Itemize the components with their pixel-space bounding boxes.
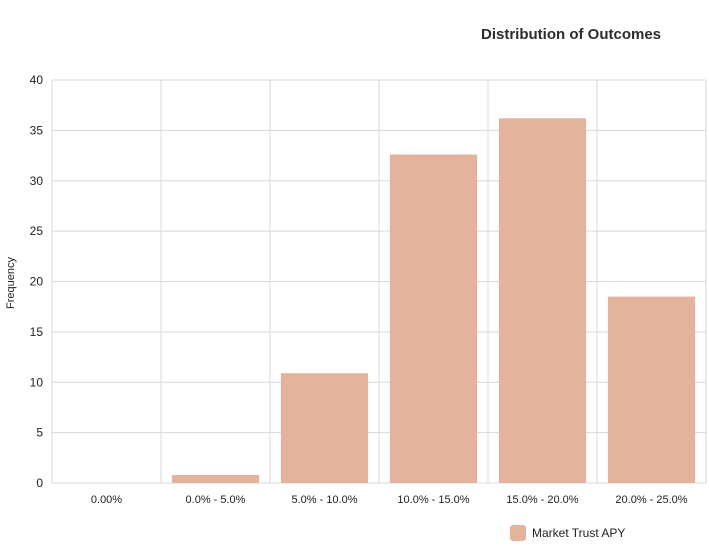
y-tick-label: 15 — [30, 325, 44, 339]
bar[interactable] — [171, 474, 260, 483]
y-tick-label: 40 — [30, 73, 44, 87]
y-axis-label: Frequency — [5, 257, 17, 309]
x-tick-label: 15.0% - 20.0% — [506, 494, 578, 506]
axes: 0 5 10 15 20 25 30 35 40 0.00% 0.0% - 5.0% 5.0% - 1… — [30, 73, 688, 506]
legend-swatch — [510, 525, 526, 541]
bar[interactable] — [498, 118, 587, 483]
x-tick-label: 0.00% — [91, 494, 122, 506]
bars — [171, 118, 696, 483]
x-tick-label: 20.0% - 25.0% — [615, 494, 687, 506]
y-tick-label: 0 — [36, 476, 43, 490]
x-tick-label: 10.0% - 15.0% — [397, 494, 469, 506]
y-tick-label: 30 — [30, 174, 44, 188]
bar[interactable] — [607, 296, 696, 483]
y-tick-label: 10 — [30, 375, 44, 389]
bar[interactable] — [389, 154, 478, 483]
x-tick-label: 0.0% - 5.0% — [186, 494, 246, 506]
legend-label: Market Trust APY — [532, 526, 626, 540]
x-tick-label: 5.0% - 10.0% — [291, 494, 357, 506]
legend[interactable]: Market Trust APY — [510, 525, 625, 541]
y-tick-label: 5 — [36, 426, 43, 440]
y-tick-label: 35 — [30, 123, 44, 137]
y-tick-label: 20 — [30, 275, 44, 289]
bar[interactable] — [280, 373, 369, 483]
grid-lines — [51, 79, 707, 484]
chart-title: Distribution of Outcomes — [481, 26, 661, 43]
y-tick-label: 25 — [30, 224, 44, 238]
